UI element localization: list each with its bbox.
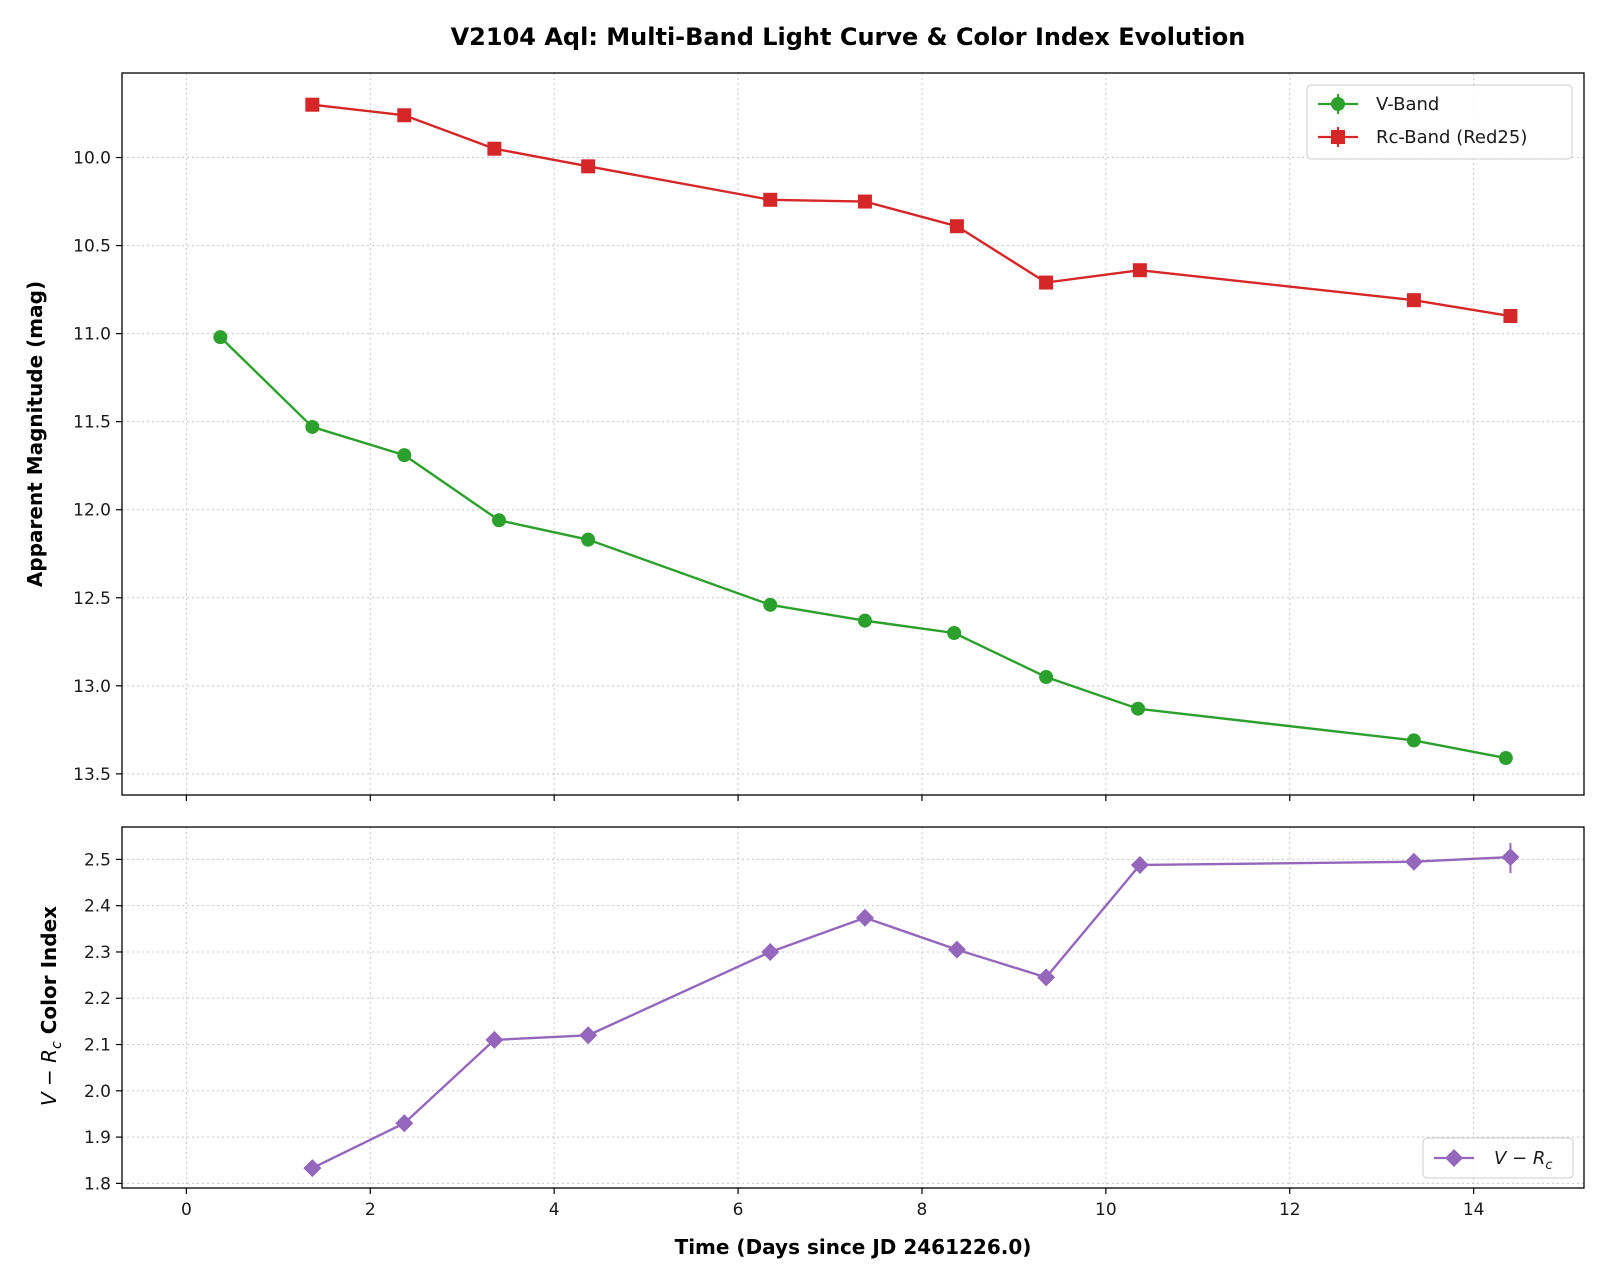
rc-band-red25-point [581,159,596,174]
color-index-y-ticks: 1.8 1.9 2.0 2.1 2.2 2.3 2.4 2.5 [84,850,122,1194]
color-index-series [303,843,1520,1178]
bot-y-tick-label: 1.8 [84,1174,111,1194]
v-r-c-point [1130,855,1149,874]
x-axis-label: Time (Days since JD 2461226.0) [675,1235,1032,1259]
x-tick-label: 6 [733,1200,744,1220]
magnitude-legend-box [1306,84,1573,160]
v-band-point [305,419,320,434]
top-y-tick-label: 13.0 [73,677,111,697]
v-r-c-line [311,855,1511,1170]
x-axis-ticks: 0 2 4 6 8 10 12 14 [181,1188,1485,1220]
magnitude-panel: 10.0 10.5 11.0 11.5 12.0 12.5 13.0 13.5 Apparen… [23,72,1585,801]
color-index-panel-frame [121,826,1585,1189]
x-tick-label: 4 [549,1200,560,1220]
x-tick-label: 12 [1279,1200,1301,1220]
bot-y-tick-label: 2.5 [84,850,111,870]
rc-band-red25-point [397,108,412,123]
top-y-tick-label: 10.5 [73,237,111,257]
magnitude-grid [122,73,1584,795]
v-r-c-point [1037,968,1056,987]
v-band-point [491,513,506,528]
rc-band-red25-point [1132,263,1147,278]
color-index-grid [122,827,1584,1188]
v-r-c-point [395,1114,414,1133]
v-band-point [947,625,962,640]
v-r-c-point [303,1159,322,1178]
x-tick-label: 14 [1463,1200,1485,1220]
magnitude-x-tickmarks [185,795,1475,801]
legend-vband-label: V-Band [1376,94,1439,115]
rc-band-red25-point [1406,293,1421,308]
v-band-point [1406,733,1421,748]
v-r-c-point [761,942,780,961]
top-y-tick-label: 11.5 [73,413,111,433]
x-tick-label: 2 [365,1200,376,1220]
rc-band-red25-point [949,219,964,234]
magnitude-panel-frame [121,72,1585,796]
color-index-legend-box [1422,1137,1574,1179]
v-r-c-point [947,940,966,959]
v-band-point [581,532,596,547]
color-index-panel: 1.8 1.9 2.0 2.1 2.2 2.3 2.4 2.5 0 2 4 6 8 10 12 14 V −… [37,826,1585,1220]
v-r-c-point [485,1030,504,1049]
rc-band-red25-point [763,192,778,207]
chart-title: V2104 Aql: Multi-Band Light Curve & Colo… [451,23,1246,51]
rc-band-red25-point [1039,275,1054,290]
v-band-point [1498,751,1513,766]
color-index-y-axis-label: V − Rc Color Index [37,906,65,1106]
v-band-point [397,448,412,463]
magnitude-y-ticks: 10.0 10.5 11.0 11.5 12.0 12.5 13.0 13.5 [73,149,122,785]
legend-vrc-label: V − Rc [1494,1148,1553,1173]
bot-y-tick-label: 2.2 [84,989,111,1009]
x-tick-label: 0 [181,1200,192,1220]
v-band-point [1039,670,1054,685]
top-y-tick-label: 12.5 [73,589,111,609]
bot-y-tick-label: 2.0 [84,1082,111,1102]
bot-y-tick-label: 2.3 [84,943,111,963]
rc-band-red25-point [305,97,320,112]
bot-y-tick-label: 1.9 [84,1128,111,1148]
v-band-point [213,330,228,345]
magnitude-y-axis-label: Apparent Magnitude (mag) [23,281,47,587]
top-y-tick-label: 11.0 [73,325,111,345]
top-y-tick-label: 12.0 [73,501,111,521]
magnitude-legend: V-Band Rc-Band (Red25) [1306,84,1573,160]
rc-band-red25-point [487,141,502,156]
v-band-point [857,613,872,628]
top-y-tick-label: 13.5 [73,765,111,785]
x-tick-label: 10 [1095,1200,1117,1220]
v-r-c-point [1404,852,1423,871]
color-index-legend: V − Rc [1422,1137,1574,1179]
legend-vrc-marker [1445,1149,1463,1167]
legend-rcband-label: Rc-Band (Red25) [1376,127,1527,148]
v-band-line [219,336,1507,760]
bot-y-tick-label: 2.4 [84,897,111,917]
v-band-point [763,597,778,612]
rc-band-red25-point [1503,309,1518,324]
x-tick-label: 8 [917,1200,928,1220]
magnitude-series [213,97,1518,766]
v-r-c-point [579,1026,598,1045]
v-r-c-point [855,908,874,927]
v-band-point [1131,701,1146,716]
bot-y-tick-label: 2.1 [84,1036,111,1056]
rc-band-red25-point [857,194,872,209]
top-y-tick-label: 10.0 [73,149,111,169]
